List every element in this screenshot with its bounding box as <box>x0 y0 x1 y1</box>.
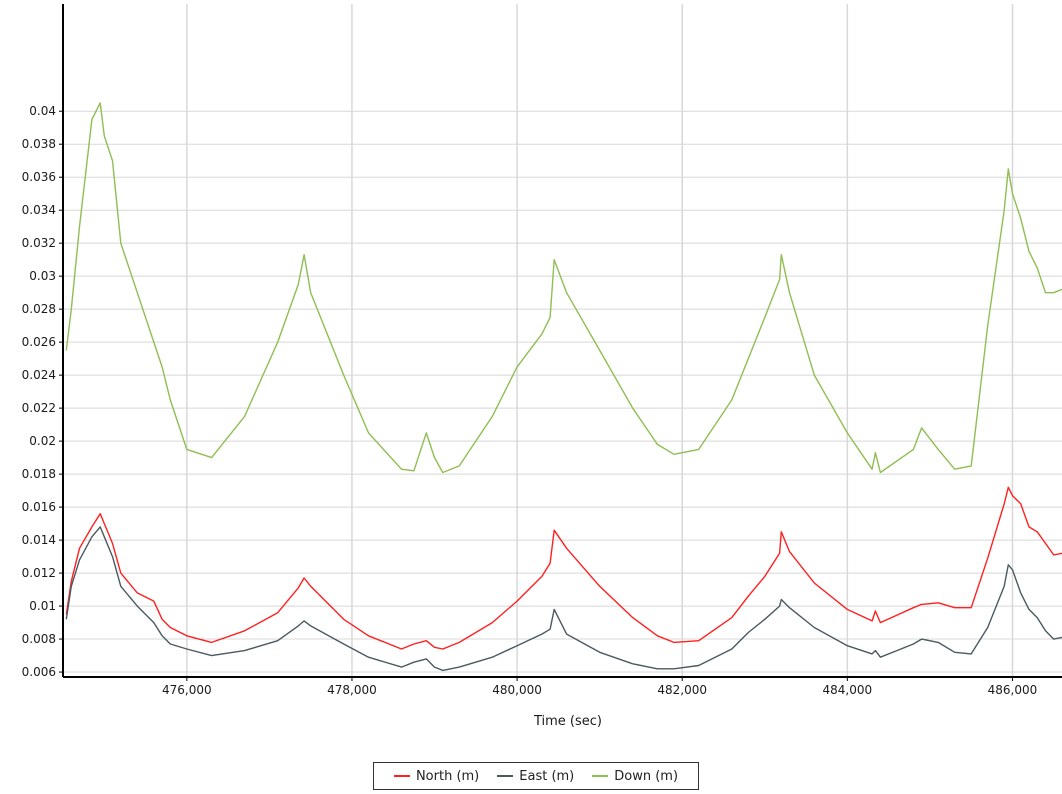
x-tick-label: 480,000 <box>492 683 542 697</box>
axes <box>62 4 1062 678</box>
y-tick-label: 0.016 <box>22 500 56 514</box>
y-tick-label: 0.006 <box>22 665 56 679</box>
legend-label-north: North (m) <box>415 768 480 784</box>
y-tick-label: 0.038 <box>22 137 56 151</box>
x-axis-title: Time (sec) <box>533 714 602 729</box>
legend-label-down: Down (m) <box>614 768 679 784</box>
y-tick-label: 0.024 <box>22 368 56 382</box>
y-tick-label: 0.028 <box>22 302 56 316</box>
legend-item-east[interactable]: East (m) <box>497 769 574 784</box>
legend-swatch-east <box>497 775 514 777</box>
y-tick-label: 0.02 <box>29 434 56 448</box>
legend-swatch-down <box>592 775 609 777</box>
y-tick-label: 0.032 <box>22 236 56 250</box>
y-tick-label: 0.026 <box>22 335 56 349</box>
y-tick-label: 0.03 <box>29 269 56 283</box>
y-tick-label: 0.01 <box>29 599 56 613</box>
series-lines <box>65 102 1062 672</box>
grid-lines <box>63 4 1062 677</box>
y-tick-label: 0.04 <box>29 104 56 118</box>
y-tick-label: 0.036 <box>22 170 56 184</box>
series-line-east <box>65 526 1062 672</box>
x-axis-ticks: 476,000 478,000 480,000 482,000 484,000 486,0… <box>162 677 1037 697</box>
series-line-down <box>65 102 1062 474</box>
y-tick-label: 0.008 <box>22 632 56 646</box>
y-tick-label: 0.022 <box>22 401 56 415</box>
x-tick-label: 478,000 <box>327 683 377 697</box>
x-tick-label: 476,000 <box>162 683 212 697</box>
y-tick-label: 0.014 <box>22 533 56 547</box>
y-tick-label: 0.034 <box>22 203 56 217</box>
x-tick-label: 486,000 <box>988 683 1038 697</box>
y-axis-ticks: 0.006 0.008 0.01 0.012 0.014 0.016 0.018 0.02 0.… <box>22 104 63 679</box>
x-tick-label: 484,000 <box>823 683 873 697</box>
legend: North (m) East (m) Down (m) <box>373 762 699 790</box>
legend-label-east: East (m) <box>519 768 575 784</box>
legend-item-north[interactable]: North (m) <box>393 768 480 784</box>
legend-item-down[interactable]: Down (m) <box>592 769 678 784</box>
y-tick-label: 0.018 <box>22 467 56 481</box>
y-tick-label: 0.012 <box>22 566 56 580</box>
series-line-north <box>65 486 1062 650</box>
x-tick-label: 482,000 <box>657 683 707 697</box>
legend-swatch-north <box>393 775 410 777</box>
